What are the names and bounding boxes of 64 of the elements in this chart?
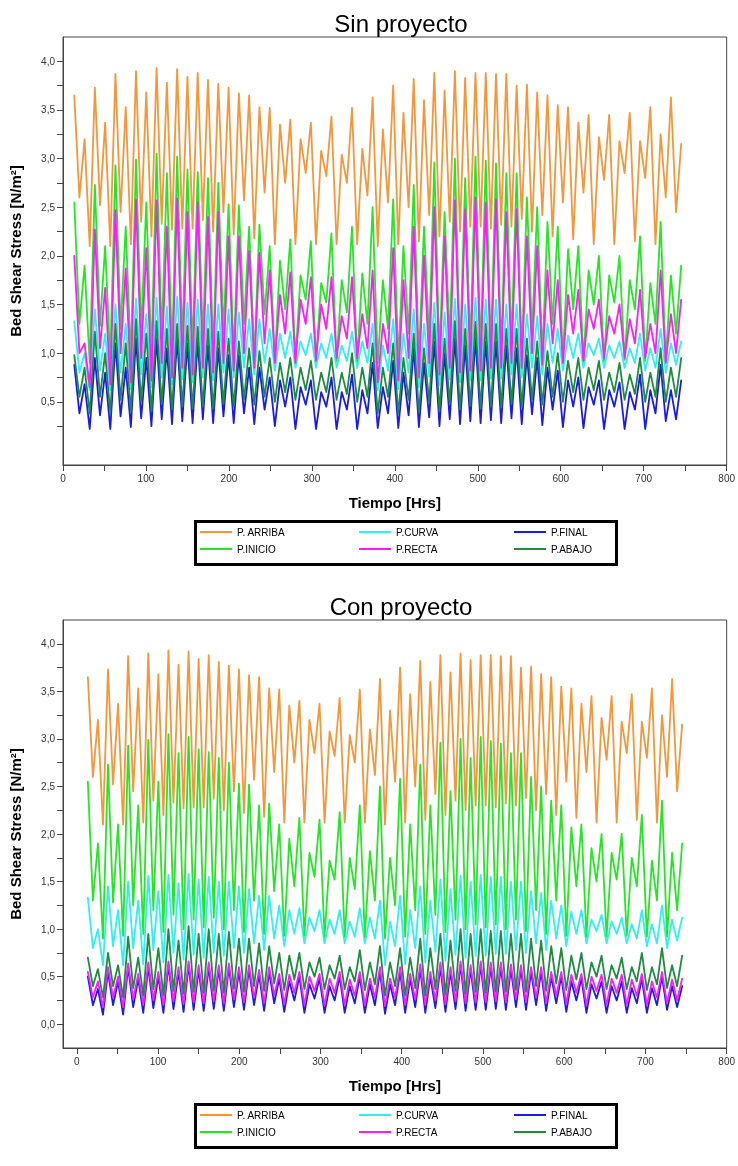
- x-tick-label: 100: [149, 1055, 167, 1067]
- x-tick-label: 200: [220, 472, 238, 484]
- y-tick-label: 1,0: [41, 923, 56, 935]
- x-tick-label: 500: [469, 472, 487, 484]
- y-tick-label: 0,5: [41, 396, 56, 408]
- y-tick-label: 3,0: [41, 153, 56, 165]
- x-tick-label: 200: [230, 1055, 249, 1067]
- y-tick-label: 3,5: [41, 104, 56, 116]
- y-tick-label: 2,5: [41, 201, 56, 213]
- y-tick-label: 3,5: [41, 685, 56, 697]
- legend-label: P.FINAL: [551, 526, 588, 538]
- y-tick-label: 0,5: [41, 971, 56, 983]
- legend-label: P. ARRIBA: [237, 526, 285, 538]
- chart-title: Sin proyecto: [334, 9, 468, 37]
- y-tick-label: 4,0: [41, 55, 56, 67]
- line-series: [86, 733, 684, 940]
- y-tick-label: 0,0: [41, 1018, 56, 1030]
- line-series: [73, 318, 683, 415]
- legend-label: P.RECTA: [396, 543, 438, 555]
- x-tick-label: 100: [137, 472, 155, 484]
- x-axis-title: Tiempo [Hrs]: [348, 1077, 441, 1094]
- x-tick-label: 800: [718, 1055, 736, 1067]
- y-tick-label: 2,0: [41, 250, 56, 262]
- legend-label: P.RECTA: [396, 1126, 438, 1138]
- x-tick-label: 0: [60, 472, 67, 484]
- x-tick-label: 300: [303, 472, 321, 484]
- line-series: [86, 873, 684, 967]
- x-axis-title: Tiempo [Hrs]: [348, 494, 441, 511]
- line-series: [73, 196, 683, 389]
- legend-label: P.CURVA: [396, 1109, 439, 1121]
- y-tick-label: 4,0: [41, 638, 56, 650]
- legend-label: P. ARRIBA: [237, 1109, 285, 1121]
- legend-label: P.INICIO: [237, 1126, 276, 1138]
- line-series: [86, 960, 684, 1008]
- line-series: [73, 67, 683, 248]
- x-tick-label: 600: [552, 472, 570, 484]
- y-axis-title: Bed Shear Stress [N/m²]: [7, 165, 24, 337]
- line-series: [86, 925, 684, 999]
- y-tick-label: 1,5: [41, 876, 56, 888]
- x-tick-label: 400: [393, 1055, 411, 1067]
- y-tick-label: 2,5: [41, 780, 56, 792]
- x-tick-label: 400: [386, 472, 404, 484]
- y-tick-label: 2,0: [41, 828, 56, 840]
- x-tick-label: 500: [474, 1055, 492, 1067]
- line-series: [73, 152, 683, 364]
- x-tick-label: 800: [718, 472, 736, 484]
- x-tick-label: 300: [312, 1055, 330, 1067]
- legend-label: P.INICIO: [237, 543, 276, 555]
- legend-label: P.FINAL: [551, 1109, 588, 1121]
- x-tick-label: 700: [637, 1055, 655, 1067]
- y-tick-label: 3,0: [41, 733, 56, 745]
- y-tick-label: 1,5: [41, 299, 56, 310]
- y-tick-label: 1,0: [41, 347, 56, 359]
- x-tick-label: 700: [635, 472, 653, 484]
- chart-title: Con proyecto: [329, 592, 473, 620]
- y-axis-title: Bed Shear Stress [N/m²]: [7, 748, 24, 920]
- legend-label: P.ABAJO: [551, 1126, 593, 1138]
- legend-label: P.ABAJO: [551, 543, 593, 555]
- line-series: [73, 337, 683, 430]
- line-series: [73, 295, 683, 391]
- line-series: [86, 649, 684, 826]
- x-tick-label: 600: [555, 1055, 573, 1067]
- legend-label: P.CURVA: [396, 526, 439, 538]
- x-tick-label: 0: [74, 1055, 81, 1067]
